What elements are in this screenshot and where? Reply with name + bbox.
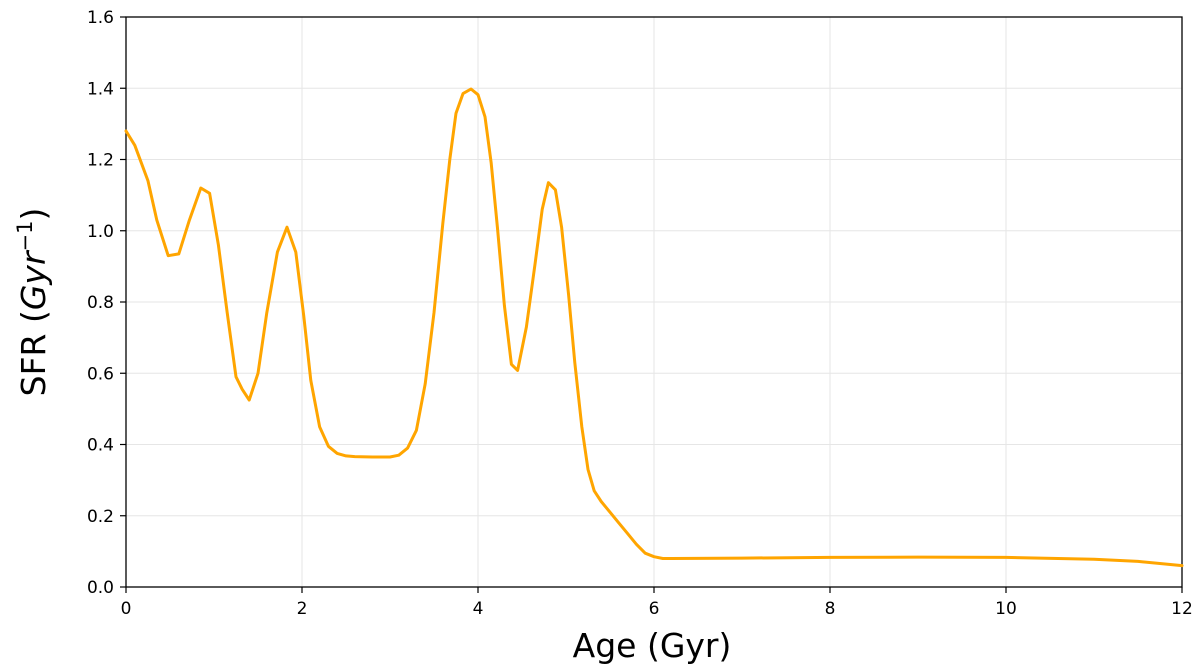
axis-ticks: 0 2 4 6 8 10 12 0.0 0.2 0.4 0.6 0.8 1.0 1.2 1.4 1.6 [87, 8, 1193, 619]
x-tick-label: 10 [995, 599, 1017, 619]
series-layer [124, 87, 1184, 568]
y-tick-label: 0.6 [87, 364, 114, 384]
x-tick-label: 12 [1171, 599, 1193, 619]
y-tick-label: 0.8 [87, 293, 114, 313]
y-axis-title-main: SFR ( [14, 310, 53, 396]
y-tick-label: 1.0 [87, 222, 114, 242]
x-tick-label: 8 [825, 599, 836, 619]
y-tick-label: 0.0 [87, 578, 114, 598]
x-tick-label: 2 [297, 599, 308, 619]
y-axis-title: SFR (Gyr−1) [13, 208, 53, 397]
sfr-series-line [124, 87, 1184, 568]
y-axis-title-close: ) [14, 208, 53, 221]
y-tick-label: 0.2 [87, 507, 114, 527]
y-axis-title-exponent: −1 [13, 221, 37, 252]
y-tick-label: 0.4 [87, 436, 114, 456]
x-tick-label: 0 [121, 599, 132, 619]
x-tick-label: 4 [473, 599, 484, 619]
x-tick-label: 6 [649, 599, 660, 619]
grid-lines [125, 16, 1183, 588]
y-axis-title-unit: Gyr [14, 249, 53, 310]
y-tick-label: 1.6 [87, 8, 114, 28]
y-tick-label: 1.2 [87, 151, 114, 171]
x-axis-title: Age (Gyr) [573, 626, 732, 665]
y-tick-label: 1.4 [87, 79, 114, 99]
